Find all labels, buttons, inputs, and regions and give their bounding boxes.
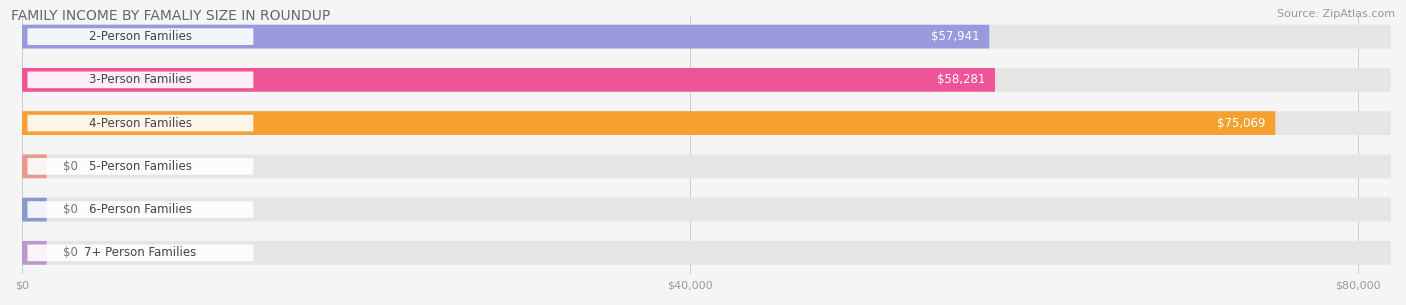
FancyBboxPatch shape: [28, 72, 253, 88]
Text: FAMILY INCOME BY FAMALIY SIZE IN ROUNDUP: FAMILY INCOME BY FAMALIY SIZE IN ROUNDUP: [11, 9, 330, 23]
Text: 5-Person Families: 5-Person Families: [89, 160, 191, 173]
FancyBboxPatch shape: [22, 25, 1391, 48]
Text: 3-Person Families: 3-Person Families: [89, 74, 191, 86]
FancyBboxPatch shape: [22, 68, 1391, 92]
FancyBboxPatch shape: [22, 154, 46, 178]
Text: $0: $0: [63, 203, 77, 216]
FancyBboxPatch shape: [28, 115, 253, 131]
Text: $57,941: $57,941: [931, 30, 980, 43]
Text: 7+ Person Families: 7+ Person Families: [84, 246, 197, 259]
FancyBboxPatch shape: [28, 28, 253, 45]
FancyBboxPatch shape: [22, 68, 995, 92]
FancyBboxPatch shape: [22, 25, 990, 48]
Text: $0: $0: [63, 160, 77, 173]
Text: $58,281: $58,281: [936, 74, 986, 86]
Text: Source: ZipAtlas.com: Source: ZipAtlas.com: [1277, 9, 1395, 19]
Text: 2-Person Families: 2-Person Families: [89, 30, 191, 43]
FancyBboxPatch shape: [22, 111, 1391, 135]
FancyBboxPatch shape: [22, 241, 1391, 265]
FancyBboxPatch shape: [22, 111, 1275, 135]
FancyBboxPatch shape: [22, 241, 46, 265]
FancyBboxPatch shape: [22, 198, 1391, 221]
FancyBboxPatch shape: [28, 245, 253, 261]
FancyBboxPatch shape: [28, 201, 253, 218]
FancyBboxPatch shape: [28, 158, 253, 175]
FancyBboxPatch shape: [22, 198, 46, 221]
Text: 4-Person Families: 4-Person Families: [89, 117, 191, 130]
Text: $75,069: $75,069: [1218, 117, 1265, 130]
FancyBboxPatch shape: [22, 154, 1391, 178]
Text: $0: $0: [63, 246, 77, 259]
Text: 6-Person Families: 6-Person Families: [89, 203, 191, 216]
